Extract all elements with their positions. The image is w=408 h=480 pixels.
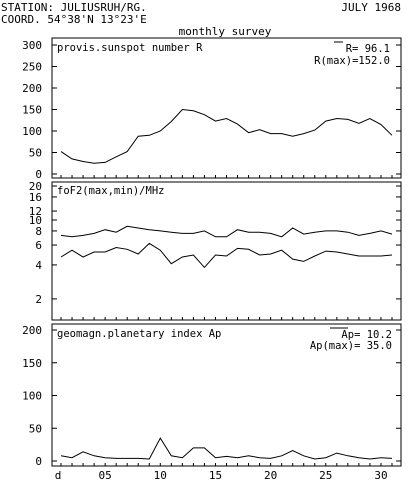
sunspot-ytick-label: 100 — [22, 125, 42, 138]
ap-ytick-label: 100 — [22, 390, 42, 403]
ap-title: geomagn.planetary index Ap — [57, 328, 221, 340]
x-tick-label: 20 — [264, 469, 277, 480]
fof2-ytick-label: 4 — [35, 259, 42, 272]
ap-max: Ap(max)= 35.0 — [310, 340, 392, 352]
sunspot-ytick-label: 200 — [22, 82, 42, 95]
sunspot-series-line-0 — [60, 108, 393, 164]
fof2-ytick-label: 16 — [29, 191, 42, 204]
sunspot-max: R(max)=152.0 — [314, 55, 390, 67]
fof2-title: foF2(max,min)/MHz — [57, 185, 164, 197]
sunspot-panel: provis.sunspot number R R= 96.1 R(max)=1… — [22, 37, 402, 181]
fof2-ytick-label: 10 — [29, 214, 42, 227]
sunspot-ytick-label: 50 — [29, 147, 42, 160]
ap-series-line-0 — [60, 437, 393, 460]
ap-mean: Ap= 10.2 — [341, 329, 392, 341]
x-tick-label: d — [55, 469, 62, 480]
fof2-series-line-1 — [60, 242, 393, 269]
sunspot-ytick-label: 300 — [22, 39, 42, 52]
fof2-ytick-label: 2 — [35, 293, 42, 306]
fof2-ytick-label: 8 — [35, 225, 42, 238]
ap-ytick-label: 200 — [22, 324, 42, 337]
x-tick-label: 25 — [319, 469, 332, 480]
ap-ytick-label: 50 — [29, 422, 42, 435]
ap-ytick-label: 150 — [22, 357, 42, 370]
fof2-series-line-0 — [60, 225, 393, 238]
fof2-ytick-label: 12 — [29, 205, 42, 218]
ap-ytick-label: 0 — [35, 455, 42, 468]
sunspot-ytick-label: 150 — [22, 104, 42, 117]
x-tick-label: 30 — [374, 469, 387, 480]
sunspot-mean: R= 96.1 — [346, 43, 390, 55]
date-label: JULY 1968 — [341, 1, 401, 14]
station-label: STATION: JULIUSRUH/RG. — [1, 1, 147, 14]
fof2-plot-frame — [51, 181, 402, 321]
fof2-ytick-label: 6 — [35, 239, 42, 252]
sunspot-ytick-label: 250 — [22, 61, 42, 74]
x-tick-label: 05 — [99, 469, 112, 480]
x-tick-label: 10 — [154, 469, 167, 480]
fof2-ytick-label: 20 — [29, 180, 42, 193]
sunspot-ytick-label: 0 — [35, 168, 42, 181]
coord-label: COORD. 54°38'N 13°23'E — [1, 13, 147, 26]
ap-panel: geomagn.planetary index Ap Ap= 10.2 Ap(m… — [22, 323, 402, 480]
survey-title: monthly survey — [179, 25, 272, 38]
x-tick-label: 15 — [209, 469, 222, 480]
sunspot-title: provis.sunspot number R — [57, 42, 203, 54]
